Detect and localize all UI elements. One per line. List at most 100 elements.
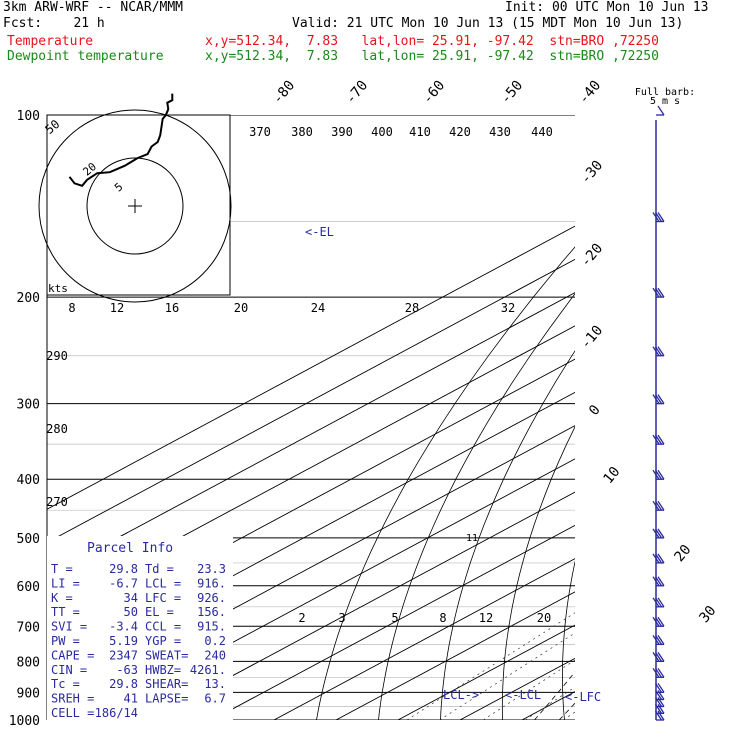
parcel-value: -3.4: [109, 620, 138, 634]
wind-barb: [652, 616, 665, 627]
wind-barb-flag: [654, 635, 663, 645]
pressure-tick-label: 500: [17, 532, 40, 547]
isotherm-label: -50: [498, 78, 527, 108]
parcel-key: CCL =: [145, 620, 181, 634]
hodograph-ring: [38, 109, 232, 303]
parcel-key: CELL =: [51, 706, 94, 720]
isotherm-line: [459, 657, 575, 720]
isotherm-label: 0: [586, 402, 604, 419]
wind-barb-flag: [652, 528, 660, 539]
isotherm-line: [211, 524, 575, 720]
parcel-key: Td =: [145, 562, 174, 576]
mixing-ratio-label: 24: [311, 301, 325, 315]
isotherm-line: [273, 558, 575, 720]
dewpoint-profile-line: [605, 115, 740, 720]
wind-barb: [652, 576, 665, 587]
wind-barb-flag: [652, 500, 660, 511]
wind-barb-flag: [652, 434, 660, 445]
hodograph-kts-label: kts: [48, 282, 68, 295]
isotherm-label: 10: [600, 464, 623, 487]
wind-barb-flag: [657, 469, 665, 480]
isotherm-label: -80: [270, 78, 299, 108]
dry-adiabat-line: [440, 350, 575, 720]
parcel-key: TT =: [51, 605, 80, 619]
isotherm-label: -60: [420, 78, 449, 108]
isotherm-label: -20: [578, 241, 607, 271]
parcel-value: 34: [124, 591, 138, 605]
wind-barb-flag: [657, 703, 665, 714]
wind-barb-flag: [654, 710, 663, 721]
mixing-ratio-line: [406, 612, 575, 720]
chart-axes: 100 200 300 400 500 600 700 800 900 1000: [9, 109, 48, 729]
isotherm-label: -40: [576, 78, 605, 108]
isotherm-line: [47, 225, 575, 510]
parcel-key: LFC =: [145, 591, 181, 605]
wind-barb: [652, 346, 665, 357]
wind-barb-flag: [654, 500, 663, 511]
dewpoint-legend-label: Dewpoint temperature: [7, 49, 164, 64]
hodograph-trace: [68, 93, 174, 187]
theta-label: 410: [409, 125, 431, 139]
wind-barb-flag: [654, 434, 663, 445]
parcel-value: 29.8: [109, 562, 138, 576]
isotherm-line: [584, 115, 740, 720]
parcel-value: 50: [124, 605, 138, 619]
moist-adiabat-line: [609, 356, 740, 720]
wind-barb-flag: [652, 616, 660, 627]
theta-label: 390: [331, 125, 353, 139]
parcel-key: HWBZ=: [145, 663, 181, 677]
theta-label: 380: [291, 125, 313, 139]
theta-label: 430: [489, 125, 511, 139]
theta-label: 420: [449, 125, 471, 139]
wind-barb-flag: [654, 346, 663, 357]
moist-adiabat-line: [558, 702, 575, 720]
parcel-key: CAPE =: [51, 648, 94, 662]
dewpoint-legend-info: x,y=512.34, 7.83 lat,lon= 25.91, -97.42 …: [205, 49, 659, 64]
wind-barb-flag: [654, 212, 663, 222]
parcel-box-bg: [47, 536, 233, 720]
theta-label: 440: [531, 125, 553, 139]
wind-barbs: Full barb:5 m s: [635, 87, 695, 721]
isotherm-line: [87, 458, 575, 720]
parcel-key: SWEAT=: [145, 648, 188, 662]
wind-barb-flag: [654, 469, 663, 480]
parcel-value: 2347: [109, 648, 138, 662]
isotherm-label: 30: [696, 603, 719, 626]
isotherm-line: [646, 115, 740, 720]
lcl-marker-label: LCL->: [443, 688, 479, 702]
parcel-value: 240: [204, 648, 226, 662]
lfc-marker-label: <-LFC: [565, 690, 601, 704]
wind-barb-flag: [657, 287, 665, 298]
wind-barb-flag: [657, 635, 665, 645]
parcel-info-title: Parcel Info: [87, 541, 173, 556]
parcel-value: 0.2: [204, 634, 226, 648]
wind-barb: [652, 287, 665, 298]
mixing-ratio-label: 16: [165, 301, 179, 315]
barb-key-value: 5 m s: [650, 96, 680, 107]
wind-barb-flag: [652, 394, 660, 405]
parcel-value: 186/14: [95, 706, 138, 720]
isotherm-line: [149, 491, 575, 720]
wind-barb: [654, 710, 665, 721]
parcel-value: 6.7: [204, 692, 226, 706]
wind-barb-flag: [654, 597, 663, 608]
parcel-value: 5.19: [109, 634, 138, 648]
parcel-key: EL =: [145, 605, 174, 619]
lcl-marker-label: <-LCL: [505, 688, 541, 702]
wind-barb: [652, 212, 665, 223]
theta-label: 400: [371, 125, 393, 139]
parcel-value: 916.: [197, 576, 226, 590]
mixing-ratio-line: [525, 686, 575, 720]
init-time: Init: 00 UTC Mon 10 Jun 13: [505, 0, 709, 15]
barb-key-title: Full barb:: [635, 87, 695, 98]
wind-barb: [652, 597, 665, 608]
wind-barb: [654, 703, 665, 714]
mixing-ratio-label: 12: [110, 301, 124, 315]
parcel-value: 41: [124, 692, 138, 706]
isotherm-label: 20: [671, 542, 694, 565]
mixing-ratio-label: 32: [501, 301, 515, 315]
parcel-key: Tc =: [51, 677, 80, 691]
